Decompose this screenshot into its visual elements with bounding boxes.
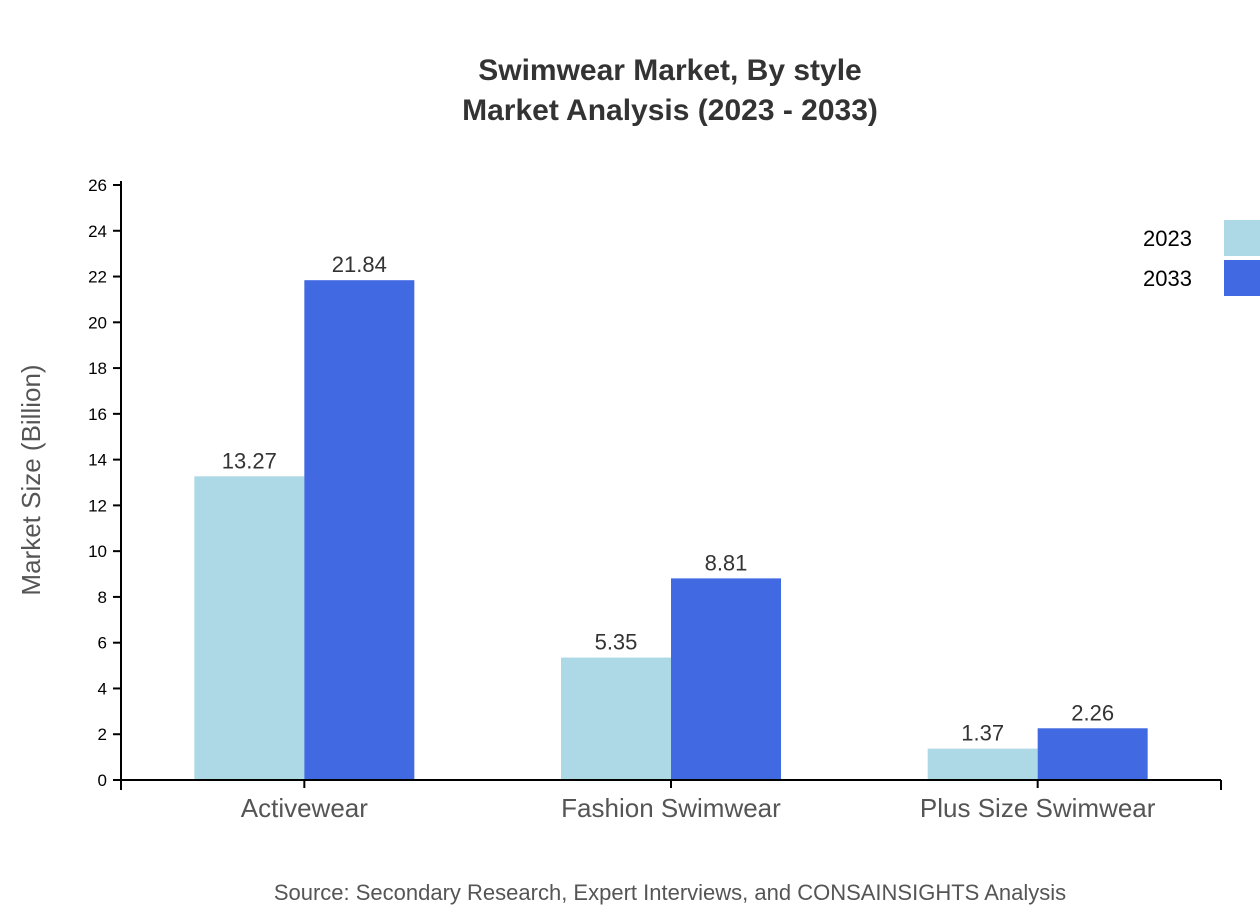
- y-tick-label: 8: [98, 588, 107, 607]
- y-tick-label: 26: [88, 176, 107, 195]
- y-tick-label: 4: [98, 679, 107, 698]
- data-label: 2.26: [1071, 700, 1114, 725]
- data-label: 1.37: [961, 721, 1004, 746]
- bar-2023: [927, 748, 1038, 780]
- bar-2023: [561, 657, 671, 780]
- legend-label: 2023: [1143, 226, 1192, 251]
- legend-label: 2033: [1143, 266, 1192, 291]
- bar-2033: [1037, 728, 1148, 780]
- bar-2033: [304, 280, 415, 780]
- data-label: 5.35: [595, 630, 638, 655]
- data-label: 21.84: [332, 252, 387, 277]
- x-tick-label: Fashion Swimwear: [561, 793, 781, 823]
- y-tick-label: 0: [98, 771, 107, 790]
- legend-swatch-2023: [1224, 220, 1260, 256]
- x-tick-label: Plus Size Swimwear: [920, 793, 1156, 823]
- plot-area: 0246810121416182022242613.2721.845.358.8…: [88, 176, 1222, 823]
- y-tick-label: 10: [88, 542, 107, 561]
- y-tick-label: 24: [88, 222, 107, 241]
- y-tick-label: 16: [88, 405, 107, 424]
- y-tick-label: 22: [88, 268, 107, 287]
- legend-swatch-2033: [1224, 260, 1260, 296]
- y-tick-label: 6: [98, 634, 107, 653]
- chart-subtitle: Market Analysis (2023 - 2033): [462, 94, 878, 127]
- legend: 2023 2033: [1143, 220, 1260, 296]
- y-tick-label: 18: [88, 359, 107, 378]
- y-axis-label: Market Size (Billion): [16, 364, 46, 595]
- chart-title: Swimwear Market, By style: [478, 54, 862, 87]
- x-tick-label: Activewear: [241, 793, 368, 823]
- data-label: 8.81: [705, 550, 748, 575]
- source-note: Source: Secondary Research, Expert Inter…: [274, 880, 1066, 905]
- data-label: 13.27: [222, 448, 277, 473]
- y-tick-label: 12: [88, 496, 107, 515]
- y-tick-label: 2: [98, 725, 107, 744]
- y-tick-label: 14: [88, 451, 107, 470]
- y-tick-label: 20: [88, 313, 107, 332]
- bar-2033: [671, 578, 781, 780]
- bar-2023: [194, 476, 305, 780]
